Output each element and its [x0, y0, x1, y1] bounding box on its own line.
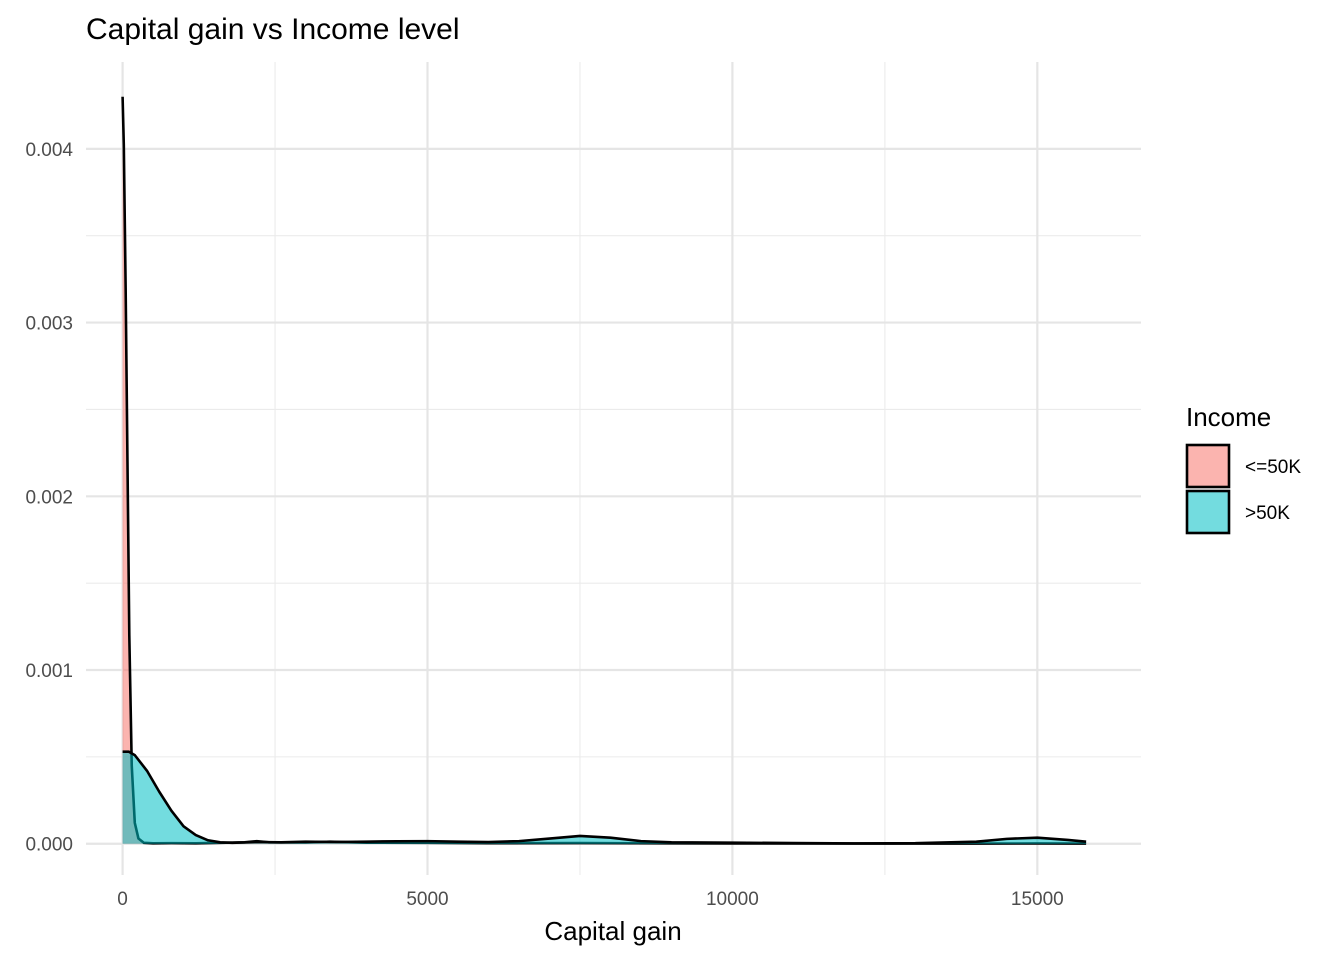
- legend-items: <=50K >50K: [1185, 443, 1301, 535]
- density-area-gt50k: [122, 751, 1087, 844]
- density-area-le50k: [122, 96, 1087, 844]
- x-axis-title: Capital gain: [544, 916, 681, 946]
- y-tick-label: 0.003: [25, 314, 73, 335]
- y-tick-label: 0.002: [25, 487, 73, 508]
- density-line-le50k: [121, 96, 1087, 845]
- x-axis-tick-labels: 0 5000 10000 15000: [117, 889, 1063, 910]
- chart-title: Capital gain vs Income level: [86, 13, 460, 46]
- legend-swatch: [1185, 489, 1231, 535]
- legend-label: >50K: [1245, 503, 1290, 524]
- legend: Income <=50K >50K: [1185, 402, 1301, 535]
- x-tick-label: 15000: [1011, 889, 1064, 910]
- y-tick-label: 0.000: [25, 835, 73, 856]
- legend-title: Income: [1186, 402, 1271, 432]
- legend-swatch: [1185, 443, 1231, 489]
- density-line-gt50k: [122, 750, 1087, 845]
- y-tick-label: 0.004: [25, 140, 73, 161]
- minor-gridlines: [86, 62, 1141, 875]
- x-tick-label: 10000: [706, 889, 759, 910]
- density-areas: [121, 96, 1087, 845]
- major-gridlines: [86, 62, 1141, 875]
- legend-label: <=50K: [1245, 457, 1301, 478]
- y-axis-tick-labels: 0.000 0.001 0.002 0.003 0.004: [25, 140, 73, 856]
- x-tick-label: 5000: [406, 889, 448, 910]
- y-tick-label: 0.001: [25, 661, 73, 682]
- x-tick-label: 0: [117, 889, 128, 910]
